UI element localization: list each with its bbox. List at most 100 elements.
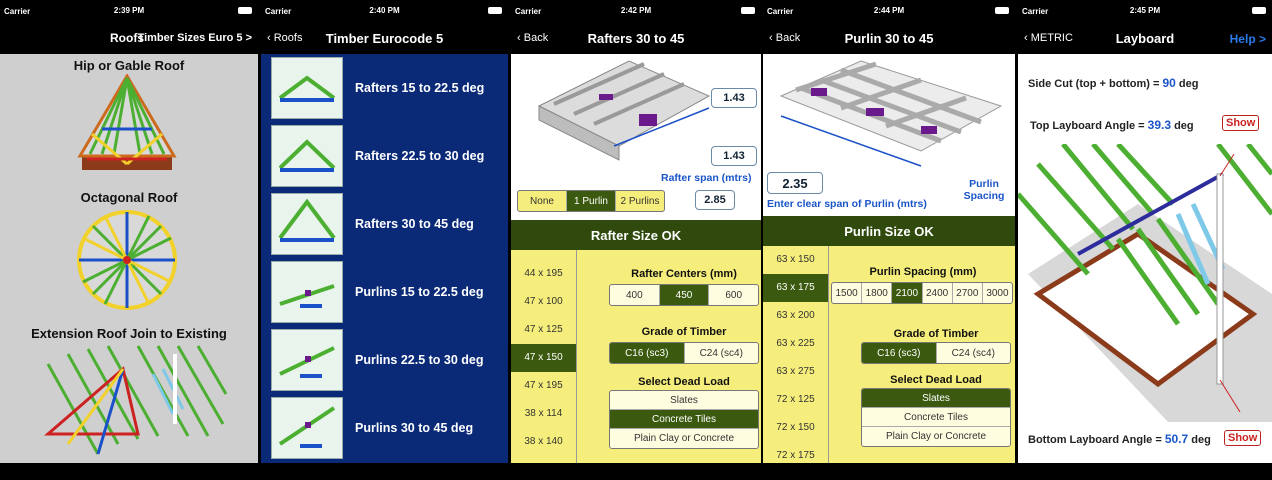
dead-load-heading: Select Dead Load <box>890 374 982 386</box>
roof-item-hip-gable[interactable]: Hip or Gable Roof <box>73 58 185 73</box>
seg-2400[interactable]: 2400 <box>923 283 953 303</box>
layboard-illustration <box>1018 144 1272 422</box>
picker-option[interactable]: 47 x 100 <box>524 296 563 307</box>
seg-2700[interactable]: 2700 <box>953 283 983 303</box>
load-concrete-tiles[interactable]: Concrete Tiles <box>610 410 758 429</box>
battery-icon <box>1252 7 1266 14</box>
picker-option[interactable]: 63 x 225 <box>776 338 815 349</box>
seg-c24[interactable]: C24 (sc4) <box>951 348 995 359</box>
top-angle-unit: deg <box>1174 120 1194 132</box>
battery-icon <box>995 7 1009 14</box>
picker-option[interactable]: 72 x 150 <box>776 422 815 433</box>
centers-segment[interactable]: 400 450 600 <box>609 284 759 306</box>
list-item[interactable]: Rafters 30 to 45 deg <box>271 193 501 255</box>
dim-upper-field[interactable]: 1.43 <box>711 88 757 108</box>
picker-option[interactable]: 47 x 125 <box>524 324 563 335</box>
picker-option[interactable]: 63 x 200 <box>776 310 815 321</box>
picker-option[interactable]: 72 x 175 <box>776 450 815 461</box>
screen-rafters: Carrier 2:42 PM ‹ Back Rafters 30 to 45 … <box>511 0 761 463</box>
help-link[interactable]: Help > <box>1229 32 1266 46</box>
picker-option[interactable]: 63 x 275 <box>776 366 815 377</box>
load-concrete-tiles[interactable]: Concrete Tiles <box>862 408 1010 427</box>
seg-c16[interactable]: C16 (sc3) <box>862 343 937 363</box>
hip-roof-illustration[interactable] <box>72 74 182 180</box>
table-list: Rafters 15 to 22.5 deg Rafters 22.5 to 3… <box>261 54 508 463</box>
clock: 2:44 PM <box>873 6 905 15</box>
rafter-span-illustration <box>537 60 711 161</box>
seg-1800[interactable]: 1800 <box>862 283 893 303</box>
list-item[interactable]: Purlins 15 to 22.5 deg <box>271 261 501 323</box>
back-button[interactable]: ‹ METRIC <box>1024 32 1073 44</box>
top-angle-label: Top Layboard Angle = <box>1030 120 1145 132</box>
dead-load-options[interactable]: Slates Concrete Tiles Plain Clay or Conc… <box>609 390 759 449</box>
nav-bar: ‹ Roofs Timber Eurocode 5 <box>261 22 508 54</box>
dim-lower-field[interactable]: 1.43 <box>711 146 757 166</box>
list-item[interactable]: Purlins 22.5 to 30 deg <box>271 329 501 391</box>
purlin-spacing-note: Purlin Spacing <box>963 178 1005 202</box>
purlin-span-field[interactable]: 2.35 <box>767 172 823 194</box>
chevron-left-icon: ‹ <box>769 32 776 44</box>
seg-1-purlin[interactable]: 1 Purlin <box>567 191 616 211</box>
page-title: Purlin 30 to 45 <box>844 31 934 46</box>
page-title: Rafters 30 to 45 <box>587 31 685 46</box>
picker-option[interactable]: 72 x 125 <box>776 394 815 405</box>
picker-option[interactable]: 38 x 140 <box>524 436 563 447</box>
size-picker[interactable]: 63 x 150 63 x 175 63 x 200 63 x 225 63 x… <box>763 246 829 463</box>
purlin-thumbnail <box>271 397 343 459</box>
back-button[interactable]: ‹ Roofs <box>267 32 302 44</box>
rafter-span-field[interactable]: 2.85 <box>695 190 735 210</box>
picker-option-selected[interactable]: 47 x 150 <box>511 344 576 372</box>
load-plain-clay[interactable]: Plain Clay or Concrete <box>633 433 735 444</box>
grade-segment[interactable]: C16 (sc3) C24 (sc4) <box>861 342 1011 364</box>
seg-c24[interactable]: C24 (sc4) <box>699 348 743 359</box>
side-cut-readout: Side Cut (top + bottom) = 90 deg <box>1028 76 1198 90</box>
list-item[interactable]: Purlins 30 to 45 deg <box>271 397 501 459</box>
grade-segment[interactable]: C16 (sc3) C24 (sc4) <box>609 342 759 364</box>
seg-600[interactable]: 600 <box>725 290 743 301</box>
back-label: Back <box>775 32 801 44</box>
purlin-count-segment[interactable]: None 1 Purlin 2 Purlins <box>517 190 665 212</box>
seg-3000[interactable]: 3000 <box>986 288 1009 299</box>
show-top-button[interactable]: Show <box>1222 115 1260 131</box>
picker-option-selected[interactable]: 63 x 175 <box>763 274 828 302</box>
list-item[interactable]: Rafters 22.5 to 30 deg <box>271 125 501 187</box>
bottom-angle-readout: Bottom Layboard Angle = 50.7 deg <box>1028 432 1211 446</box>
dead-load-options[interactable]: Slates Concrete Tiles Plain Clay or Conc… <box>861 388 1011 447</box>
roof-item-octagonal[interactable]: Octagonal Roof <box>80 190 178 205</box>
seg-450[interactable]: 450 <box>659 285 710 305</box>
picker-option[interactable]: 63 x 150 <box>776 254 815 265</box>
rafter-thumbnail <box>271 193 343 255</box>
picker-option[interactable]: 38 x 114 <box>524 408 563 419</box>
battery-icon <box>238 7 252 14</box>
size-picker[interactable]: 44 x 195 47 x 100 47 x 125 47 x 150 47 x… <box>511 250 577 463</box>
roof-item-extension[interactable]: Extension Roof Join to Existing <box>31 326 227 341</box>
seg-none[interactable]: None <box>518 191 567 211</box>
result-banner: Rafter Size OK <box>511 220 761 250</box>
page-title: Timber Eurocode 5 <box>325 31 444 46</box>
picker-option[interactable]: 44 x 195 <box>524 268 563 279</box>
back-button[interactable]: ‹ Back <box>769 32 800 44</box>
chevron-left-icon: ‹ <box>267 32 274 44</box>
screen-eurocode: Carrier 2:40 PM ‹ Roofs Timber Eurocode … <box>261 0 508 463</box>
back-button[interactable]: ‹ Back <box>517 32 548 44</box>
chevron-left-icon: ‹ <box>517 32 524 44</box>
seg-2100[interactable]: 2100 <box>892 283 923 303</box>
status-bar: Carrier 2:40 PM <box>261 0 508 22</box>
octagonal-roof-illustration[interactable] <box>75 208 179 312</box>
screen-purlin: Carrier 2:44 PM ‹ Back Purlin 30 to 45 2… <box>763 0 1015 463</box>
load-slates[interactable]: Slates <box>862 389 1010 408</box>
load-plain-clay[interactable]: Plain Clay or Concrete <box>885 431 987 442</box>
list-item-label: Rafters 22.5 to 30 deg <box>355 149 485 163</box>
show-bottom-button[interactable]: Show <box>1224 430 1262 446</box>
seg-2-purlins[interactable]: 2 Purlins <box>620 196 660 207</box>
timber-sizes-link[interactable]: Timber Sizes Euro 5 > <box>137 32 252 44</box>
extension-roof-illustration[interactable] <box>38 344 228 462</box>
purlin-diagram: 2.35 Purlin Spacing Enter clear span of … <box>763 54 1015 216</box>
picker-option[interactable]: 47 x 195 <box>524 380 563 391</box>
load-slates[interactable]: Slates <box>610 391 758 410</box>
seg-c16[interactable]: C16 (sc3) <box>610 343 685 363</box>
list-item[interactable]: Rafters 15 to 22.5 deg <box>271 57 501 119</box>
seg-1500[interactable]: 1500 <box>832 283 863 303</box>
spacing-segment[interactable]: 1500 1800 2100 2400 2700 3000 <box>831 282 1013 304</box>
seg-400[interactable]: 400 <box>610 285 660 305</box>
